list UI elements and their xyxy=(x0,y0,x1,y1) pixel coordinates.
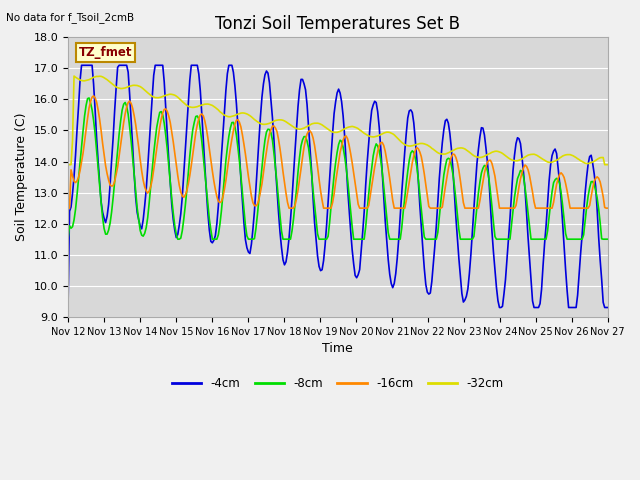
X-axis label: Time: Time xyxy=(323,342,353,355)
Legend: -4cm, -8cm, -16cm, -32cm: -4cm, -8cm, -16cm, -32cm xyxy=(167,372,509,395)
Title: Tonzi Soil Temperatures Set B: Tonzi Soil Temperatures Set B xyxy=(215,15,460,33)
Text: TZ_fmet: TZ_fmet xyxy=(79,46,132,59)
Text: No data for f_Tsoil_2cmB: No data for f_Tsoil_2cmB xyxy=(6,12,134,23)
Y-axis label: Soil Temperature (C): Soil Temperature (C) xyxy=(15,113,28,241)
